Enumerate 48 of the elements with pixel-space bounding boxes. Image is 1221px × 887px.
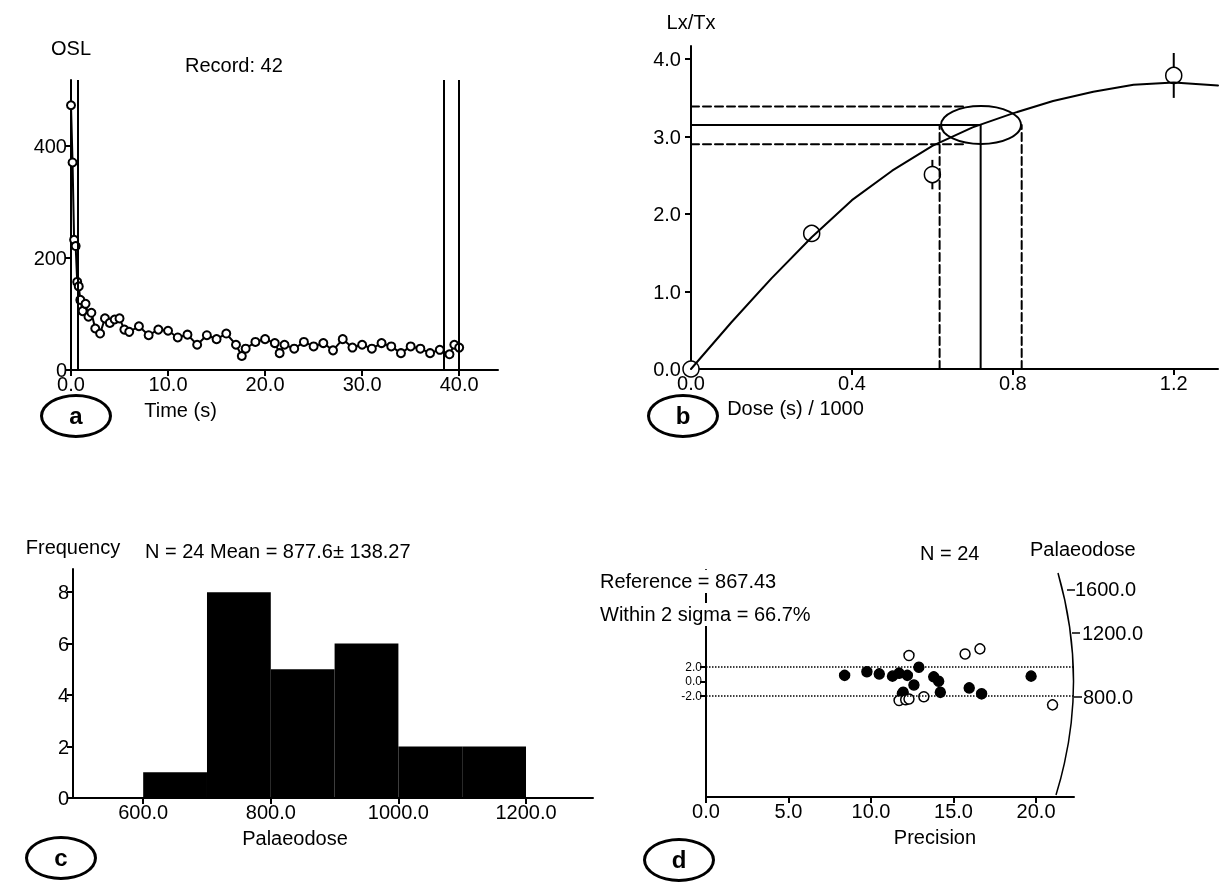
y-tick-label: 2.0	[653, 203, 681, 226]
y-tick-label: 4.0	[653, 48, 681, 71]
text: 1600.0	[1075, 578, 1137, 601]
y-axis-title: OSL	[50, 37, 92, 59]
annotation: Reference = 867.43	[600, 570, 777, 593]
ellipse-outline: b	[647, 394, 719, 438]
y-tick-label: -2.0	[681, 689, 703, 704]
x-axis-title: Palaeodose	[242, 827, 348, 849]
chart-title: N = 24	[920, 542, 980, 564]
chart-title: Record: 42	[185, 54, 283, 76]
y-tick-label: 0.0	[685, 674, 703, 689]
y-tick-label: 1.0	[653, 280, 681, 303]
y-tick-label: 3.0	[653, 125, 681, 148]
x-tick-label: 5.0	[774, 800, 803, 822]
x-tick-label: 800.0	[245, 801, 296, 823]
ellipse-outline: c	[25, 836, 97, 880]
text: Palaeodose	[1030, 538, 1136, 561]
x-axis-title: Time (s)	[144, 399, 217, 421]
annotation: Within 2 sigma = 66.7%	[600, 603, 811, 626]
chart-title: N = 24 Mean = 877.6± 138.27	[145, 540, 411, 562]
text: 800.0	[1083, 686, 1134, 709]
x-tick-label: 30.0	[342, 373, 382, 395]
x-tick-label: 10.0	[851, 800, 891, 822]
text: 1200.0	[1082, 622, 1144, 645]
x-tick-label: 20.0	[1016, 800, 1056, 822]
x-tick-label: 10.0	[148, 373, 188, 395]
y-tick-label: 8	[57, 581, 69, 604]
x-tick-label: 40.0	[439, 373, 479, 395]
x-tick-label: 600.0	[118, 801, 169, 823]
y-tick-label: 200	[33, 246, 67, 269]
y-tick-label: 2	[57, 735, 69, 758]
x-tick-label: 1200.0	[495, 801, 557, 823]
y-axis-title: Lx/Tx	[666, 11, 716, 33]
x-tick-label: 1000.0	[367, 801, 429, 823]
x-axis-title: Precision	[893, 826, 977, 848]
ellipse-outline: a	[40, 394, 112, 438]
y-tick-label: 6	[57, 632, 69, 655]
x-tick-label: 15.0	[934, 800, 973, 822]
ellipse-outline: d	[643, 838, 715, 882]
y-axis-title: Frequency	[25, 536, 121, 558]
x-axis-title: Dose (s) / 1000	[727, 396, 864, 419]
y-tick-label: 400	[33, 134, 67, 157]
x-tick-label: 20.0	[245, 373, 285, 395]
x-tick-label: 1.2	[1159, 372, 1188, 394]
x-tick-label: 0.8	[998, 372, 1027, 394]
y-tick-label: 0	[57, 787, 69, 809]
x-tick-label: 0.4	[838, 372, 866, 394]
y-tick-label: 4	[57, 684, 69, 707]
